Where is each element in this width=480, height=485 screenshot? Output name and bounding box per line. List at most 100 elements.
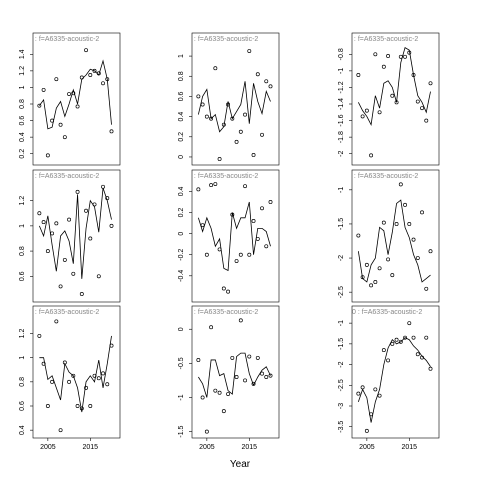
point: [381, 64, 386, 69]
strip-title: =10 : f=A6335-acoustic-2: [344, 309, 422, 316]
point: [234, 375, 239, 379]
fit-line: [358, 47, 431, 127]
point: [226, 289, 231, 294]
point: [200, 395, 205, 400]
point: [88, 404, 93, 408]
x-tick-label: 2015: [402, 444, 418, 451]
point: [41, 87, 46, 92]
point: [243, 184, 247, 189]
point: [213, 388, 218, 393]
point: [428, 81, 433, 86]
point: [424, 335, 429, 340]
point: [238, 252, 243, 257]
y-tick-label: 0.2: [178, 132, 185, 142]
point: [213, 182, 218, 187]
point: [364, 262, 369, 267]
strip-title: =4 : f=A6335-acoustic-2: [25, 309, 99, 316]
point: [84, 208, 88, 213]
y-tick-label: -1.8: [338, 131, 345, 143]
x-axis-label: Year: [230, 459, 251, 470]
fit-line: [38, 187, 112, 279]
point: [390, 93, 395, 98]
point: [360, 385, 365, 390]
panel-frame: [351, 32, 440, 166]
point: [67, 92, 72, 97]
point: [105, 382, 110, 387]
point: [238, 318, 243, 323]
y-tick-label: 1.2: [19, 329, 26, 339]
point: [255, 355, 260, 360]
panel-frame: [32, 169, 121, 303]
y-tick-label: 1: [19, 85, 26, 89]
point: [54, 77, 59, 82]
y-tick-label: 0.2: [178, 208, 185, 218]
panel-frame: [351, 169, 440, 303]
point: [209, 325, 214, 330]
point: [62, 257, 67, 262]
y-tick-label: 0.4: [19, 132, 26, 142]
y-tick-label: -2: [338, 151, 345, 157]
fit-line: [39, 59, 112, 130]
point: [204, 114, 209, 119]
point: [204, 252, 209, 257]
point: [268, 84, 273, 89]
point: [221, 286, 226, 291]
point: [41, 220, 46, 225]
point: [407, 221, 412, 226]
point: [92, 68, 97, 73]
point: [58, 284, 63, 289]
strip-title: =9 : f=A6335-acoustic-2: [344, 173, 418, 180]
point: [377, 393, 382, 398]
y-tick-label: -1: [178, 394, 185, 400]
point: [251, 219, 256, 223]
y-tick-label: -0.4: [178, 270, 185, 282]
panel: =5 : f=A6335-acoustic-2 0 0.2 0.4 0.6 0.8 1: [178, 32, 280, 166]
point: [356, 391, 361, 396]
y-tick-label: -2.5: [338, 286, 345, 298]
y-tick-label: -1: [338, 320, 345, 326]
point: [67, 379, 72, 384]
point: [403, 54, 407, 59]
strip-title: =6 : f=A6335-acoustic-2: [184, 173, 258, 180]
point: [196, 357, 201, 362]
point: [264, 79, 269, 84]
point: [45, 404, 50, 408]
point: [403, 335, 407, 340]
point: [373, 52, 378, 57]
point: [356, 233, 361, 238]
point: [386, 53, 391, 58]
point: [251, 152, 256, 157]
panel: =4 : f=A6335-acoustic-2 0.4 0.6 0.8 1 1.2 2005…: [19, 305, 121, 451]
y-tick-label: -3.5: [338, 421, 345, 433]
point: [255, 72, 260, 77]
point: [37, 333, 42, 338]
point: [247, 252, 252, 257]
y-tick-label: -1: [338, 68, 345, 74]
point: [264, 375, 269, 379]
strip-title: =3 : f=A6335-acoustic-2: [25, 173, 99, 180]
point: [247, 354, 252, 359]
fit-line: [197, 81, 271, 133]
y-tick-label: 0.4: [19, 425, 26, 435]
point: [217, 390, 222, 395]
y-tick-label: 1.4: [19, 49, 26, 59]
y-tick-label: 0: [178, 232, 185, 236]
point: [360, 114, 365, 119]
y-tick-label: -1.6: [338, 114, 345, 126]
point: [67, 217, 72, 222]
y-tick-label: -3: [338, 403, 345, 409]
point: [377, 266, 382, 271]
panel-frame: [191, 305, 280, 439]
x-tick-label: 2015: [242, 444, 258, 451]
panel: =10 : f=A6335-acoustic-2 -3.5 -3 -2.5 -2 -1.5…: [338, 305, 440, 451]
point: [84, 385, 88, 390]
point: [58, 428, 63, 433]
point: [54, 221, 59, 226]
point: [403, 202, 407, 207]
point: [428, 249, 433, 254]
y-tick-label: 1: [178, 54, 185, 58]
y-tick-label: -0.2: [178, 249, 185, 261]
point: [71, 91, 76, 96]
point: [381, 220, 386, 225]
